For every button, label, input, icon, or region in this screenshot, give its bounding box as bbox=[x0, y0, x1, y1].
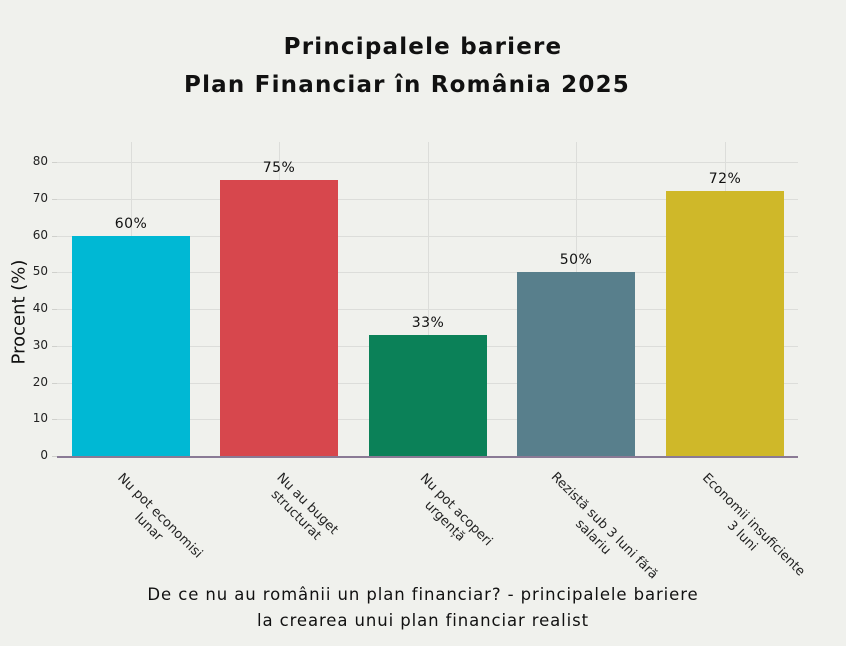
x-tick-label-line: 3 luni bbox=[723, 517, 760, 555]
chart-title-line1: Principalele bariere bbox=[283, 34, 563, 60]
y-tick-mark bbox=[52, 309, 57, 310]
bar-value-label: 75% bbox=[262, 160, 296, 177]
bar-1[interactable] bbox=[72, 235, 190, 456]
x-tick-label: Rezistă sub 3 luni fără salariu bbox=[536, 470, 661, 595]
bar-value-label: 72% bbox=[708, 171, 742, 188]
bar-value-label: 60% bbox=[114, 215, 148, 232]
y-tick-mark bbox=[52, 456, 57, 457]
y-axis-label: Procent (%) bbox=[8, 259, 30, 365]
y-tick-mark bbox=[52, 235, 57, 237]
y-tick-label: 30 bbox=[32, 337, 48, 352]
x-axis-caption: De ce nu au românii un plan financiar? -… bbox=[0, 582, 846, 634]
chart-title-line2: Plan Financiar în România 2025 bbox=[184, 72, 630, 98]
x-tick-label-line: Economii insuficiente bbox=[698, 470, 808, 579]
y-tick-label: 70 bbox=[32, 190, 48, 205]
gridline-x bbox=[428, 142, 429, 456]
x-axis-line bbox=[57, 456, 798, 458]
y-tick-label: 10 bbox=[32, 411, 48, 426]
x-tick-label-line: Rezistă sub 3 luni fără bbox=[547, 470, 661, 583]
x-tick-label: Economii insuficiente 3 luni bbox=[686, 470, 808, 591]
y-tick-label: 80 bbox=[32, 154, 48, 168]
gridline-y-70 bbox=[57, 198, 798, 200]
x-tick-label: Nu pot economisi lunar bbox=[102, 470, 205, 573]
y-tick-label: 0 bbox=[40, 448, 48, 462]
caption-line2: la crearea unui plan financiar realist bbox=[256, 611, 590, 630]
bar-value-label: 50% bbox=[559, 252, 593, 269]
bar-2[interactable] bbox=[220, 180, 338, 456]
caption-line1: De ce nu au românii un plan financiar? -… bbox=[147, 585, 699, 604]
bar-5[interactable] bbox=[666, 191, 784, 456]
y-tick-mark bbox=[52, 419, 57, 421]
x-tick-label-line: salariu bbox=[572, 517, 614, 559]
y-tick-mark bbox=[52, 345, 57, 347]
y-tick-label: 20 bbox=[32, 374, 48, 389]
gridline-y-40 bbox=[57, 309, 798, 310]
y-tick-mark bbox=[52, 162, 57, 163]
y-tick-mark bbox=[52, 382, 57, 384]
y-tick-mark bbox=[52, 272, 57, 274]
gridline-y-80 bbox=[57, 162, 798, 163]
x-tick-label: Nu au buget structurat bbox=[261, 470, 341, 549]
plot-area: 60% 75% 33% 50% 72% bbox=[57, 140, 798, 456]
bar-3[interactable] bbox=[369, 334, 487, 456]
x-tick-label: Nu pot acoperi urgență bbox=[405, 470, 495, 560]
bar-4[interactable] bbox=[517, 272, 635, 456]
y-tick-mark bbox=[52, 198, 57, 200]
gridline-y-60 bbox=[57, 235, 798, 237]
bar-value-label: 33% bbox=[411, 314, 445, 331]
chart-title: Principalele bariere Plan Financiar în R… bbox=[0, 28, 846, 104]
y-tick-label: 50 bbox=[32, 264, 48, 279]
y-tick-label: 60 bbox=[32, 227, 48, 242]
gridline-y-50 bbox=[57, 272, 798, 274]
y-tick-label: 40 bbox=[32, 301, 48, 315]
